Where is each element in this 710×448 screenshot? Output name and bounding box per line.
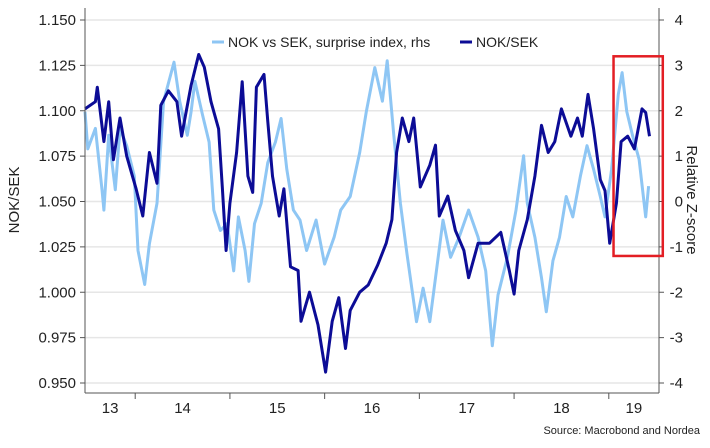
nok-sek-line [84, 53, 651, 374]
x-tick-label: 15 [269, 400, 286, 417]
highlight-box [612, 55, 665, 258]
source-note: Source: Macrobond and Nordea [543, 425, 700, 437]
left-tick-label: 1.150 [38, 12, 76, 29]
left-tick-label: 1.000 [38, 284, 76, 301]
right-tick-label: 4 [675, 12, 683, 29]
left-tick-label: 0.975 [38, 330, 76, 347]
x-tick-label: 18 [553, 400, 570, 417]
left-axis-label: NOK/SEK [6, 167, 23, 234]
left-tick-label: 1.075 [38, 148, 76, 165]
right-tick-label: -1 [670, 239, 683, 256]
legend-label-surprise-index: NOK vs SEK, surprise index, rhs [228, 34, 430, 50]
right-tick-label: 1 [675, 148, 683, 165]
axes [84, 8, 660, 394]
right-tick-label: 2 [675, 103, 683, 120]
left-tick-label: 1.125 [38, 57, 76, 74]
left-tick-label: 1.025 [38, 239, 76, 256]
right-tick-label: 3 [675, 57, 683, 74]
right-axis-ticks: -4 -3 -2 -1 0 1 2 3 4 [659, 12, 683, 392]
right-tick-label: -3 [670, 330, 683, 347]
legend: NOK vs SEK, surprise index, rhs NOK/SEK [212, 34, 539, 50]
x-tick-label: 13 [102, 400, 119, 417]
left-axis-ticks: 0.950 0.975 1.000 1.025 1.050 1.075 1.100 1.125… [38, 12, 85, 392]
right-axis-label: Relative Z-score [683, 145, 700, 254]
legend-label-nok-sek: NOK/SEK [476, 34, 539, 50]
left-tick-label: 0.950 [38, 375, 76, 392]
surprise-index-line [83, 59, 651, 348]
x-tick-label: 16 [364, 400, 381, 417]
x-axis-ticks: 13 14 15 16 17 18 19 [102, 393, 642, 417]
x-tick-label: 17 [458, 400, 475, 417]
x-tick-label: 14 [174, 400, 191, 417]
x-tick-label: 19 [626, 400, 643, 417]
right-tick-label: -4 [670, 375, 683, 392]
series-lines [83, 53, 651, 374]
right-tick-label: -2 [670, 284, 683, 301]
right-tick-label: 0 [675, 194, 683, 211]
left-tick-label: 1.100 [38, 103, 76, 120]
left-tick-label: 1.050 [38, 194, 76, 211]
